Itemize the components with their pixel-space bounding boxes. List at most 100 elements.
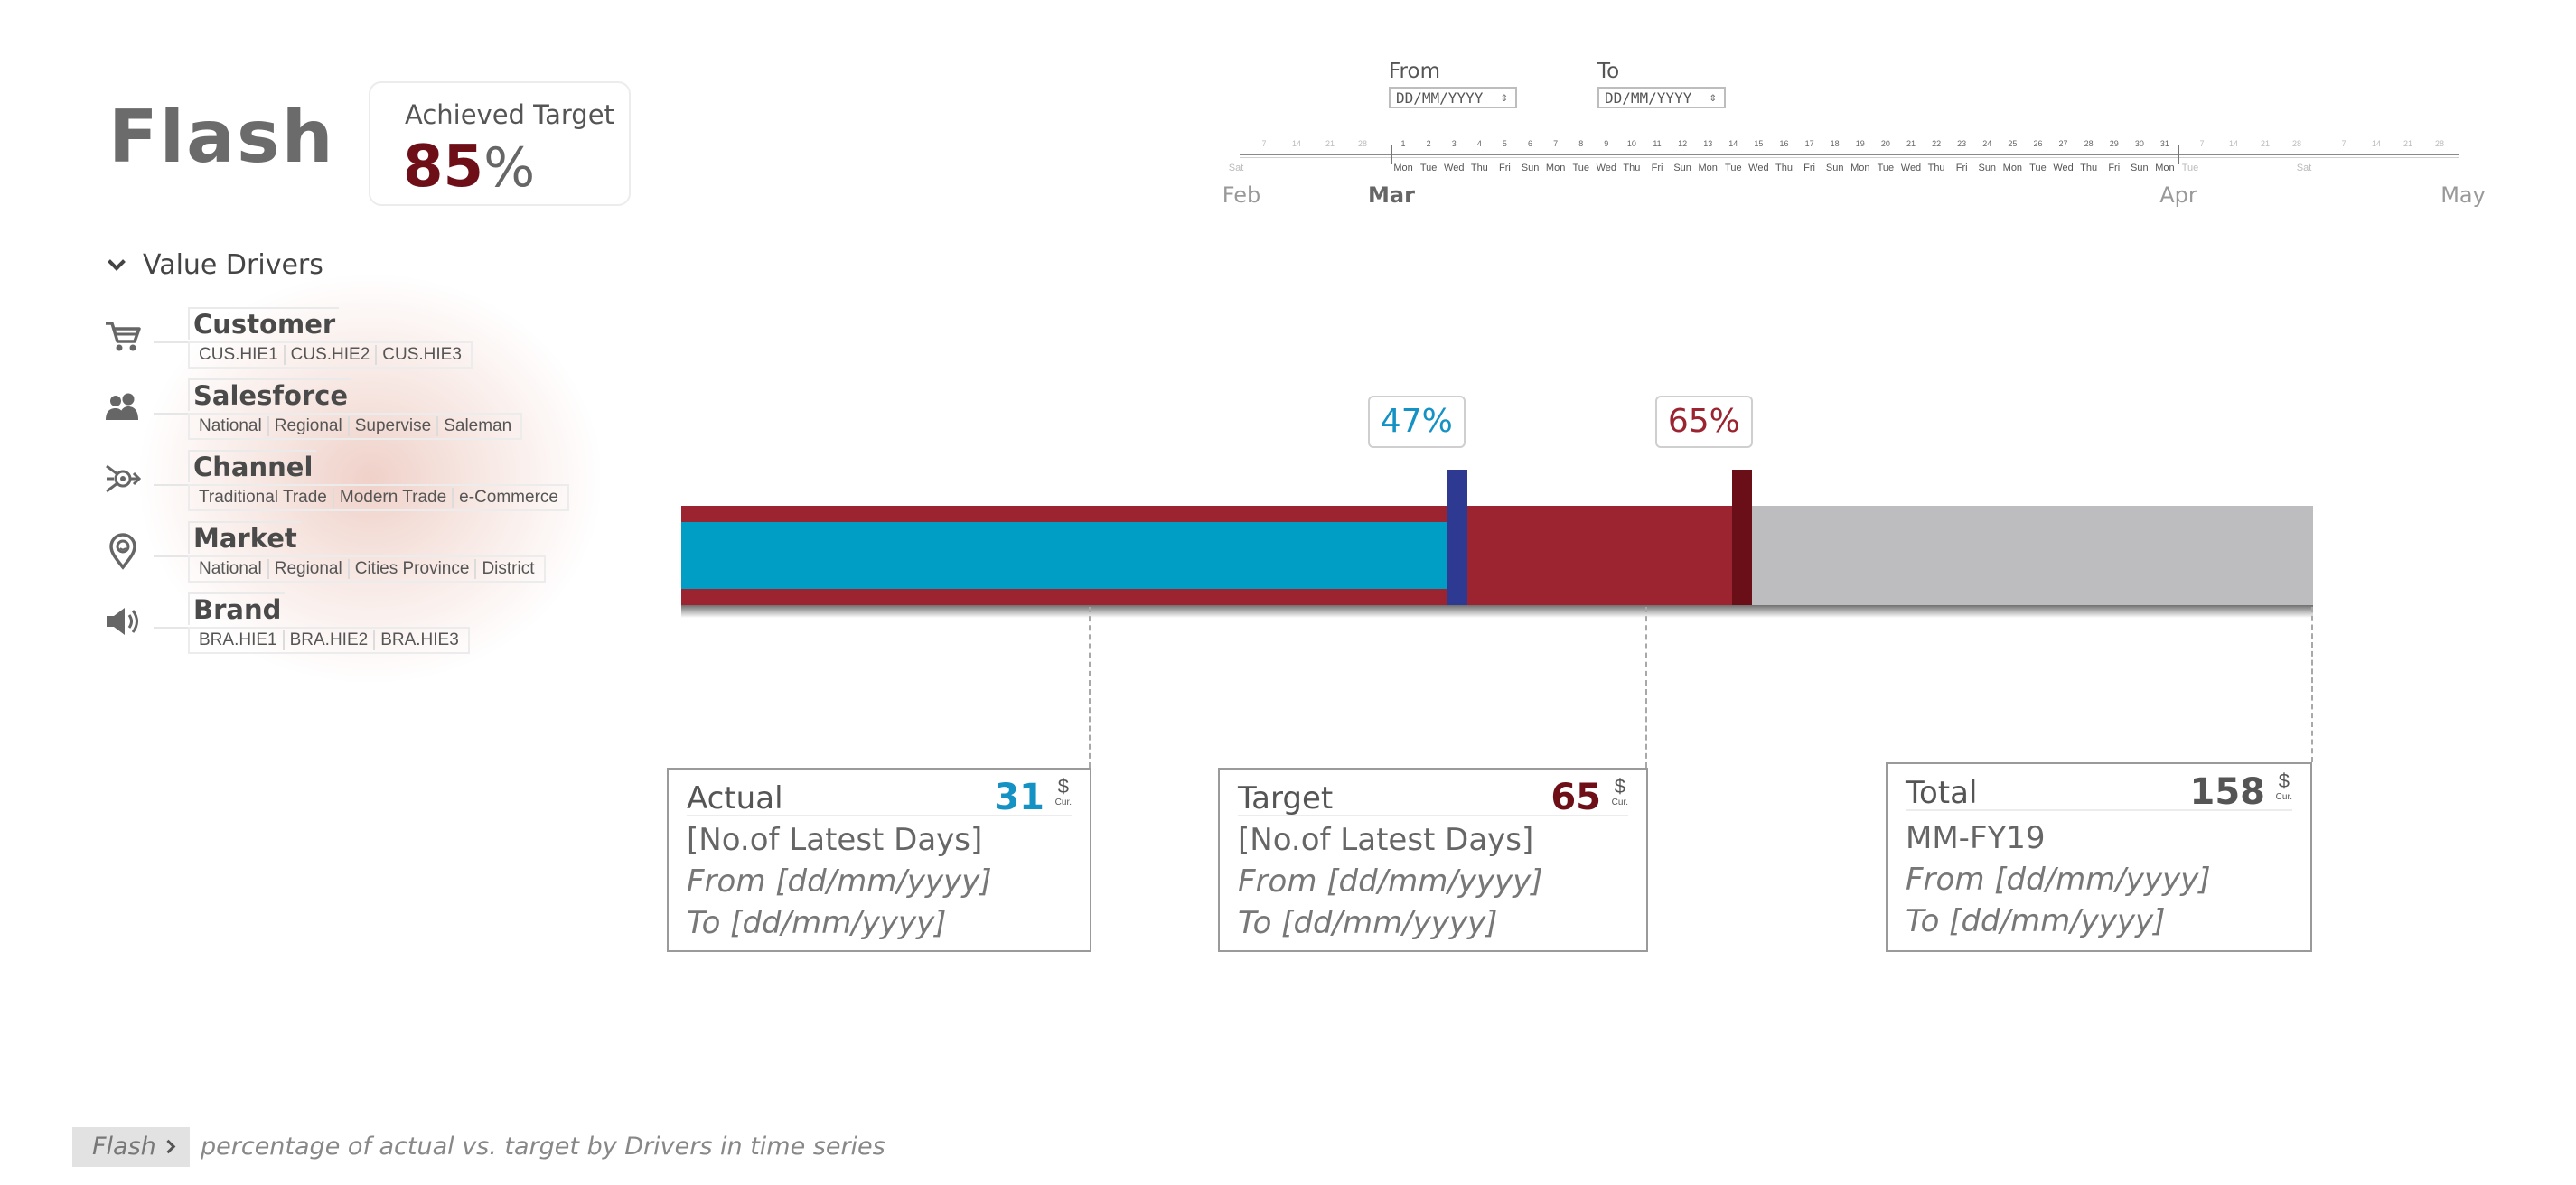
hierarchy-item[interactable]: CUS.HIE1 [193, 345, 286, 365]
month-label-may[interactable]: May [2440, 182, 2486, 208]
driver-channel[interactable]: Channel Traditional Trade Modern Trade e… [99, 450, 605, 513]
hierarchy-item[interactable]: Supervise [350, 416, 439, 436]
day-number[interactable]: 5 [1502, 139, 1507, 148]
day-number[interactable]: 2 [1426, 139, 1431, 148]
hierarchy-item[interactable]: Saleman [444, 416, 512, 435]
hierarchy-item[interactable]: e-Commerce [459, 488, 558, 507]
hierarchy-item[interactable]: Modern Trade [334, 488, 454, 508]
day-number[interactable]: 16 [1779, 139, 1789, 148]
day-number[interactable]: 4 [1476, 139, 1482, 148]
apr-day-number: 28 [2291, 139, 2302, 148]
day-number[interactable]: 1 [1400, 139, 1406, 148]
actual-card-from: From [dd/mm/yyyy] [687, 863, 992, 900]
day-number[interactable]: 9 [1604, 139, 1609, 148]
total-card-from: From [dd/mm/yyyy] [1906, 862, 2211, 898]
driver-salesforce[interactable]: Salesforce National Regional Supervise S… [99, 378, 605, 442]
driver-customer[interactable]: Customer CUS.HIE1 CUS.HIE2 CUS.HIE3 [99, 307, 605, 370]
apr-start-marker [2178, 145, 2179, 164]
day-number[interactable]: 23 [1957, 139, 1967, 148]
driver-name: Channel [188, 450, 317, 482]
day-number[interactable]: 11 [1653, 139, 1662, 148]
target-connector [1645, 607, 1647, 768]
weekday-label: Mon [1698, 163, 1718, 173]
currency-mark: $ Cur. [1611, 775, 1628, 808]
hierarchy-item[interactable]: National [193, 559, 269, 579]
day-number[interactable]: 21 [1906, 139, 1916, 148]
hierarchy-item[interactable]: Regional [269, 559, 350, 579]
actual-card-label: Actual [687, 780, 783, 816]
day-number[interactable]: 7 [1553, 139, 1559, 148]
weekday-label: Sun [1978, 163, 1997, 173]
driver-name: Brand [188, 592, 286, 625]
from-date-input[interactable]: DD/MM/YYYY ⇕ [1389, 87, 1517, 108]
actual-connector [1089, 607, 1091, 768]
feb-weekday: Sat [1228, 163, 1244, 173]
day-number[interactable]: 25 [2008, 139, 2018, 148]
feb-day-number: 14 [1291, 139, 1302, 148]
day-number[interactable]: 13 [1703, 139, 1713, 148]
hierarchy-item[interactable]: CUS.HIE2 [286, 345, 378, 365]
apr-day-number: 14 [2228, 139, 2239, 148]
day-number[interactable]: 12 [1678, 139, 1688, 148]
day-number[interactable]: 17 [1804, 139, 1814, 148]
driver-brand[interactable]: Brand BRA.HIE1 BRA.HIE2 BRA.HIE3 [99, 592, 605, 656]
day-number[interactable]: 26 [2033, 139, 2043, 148]
day-number[interactable]: 31 [2159, 139, 2169, 148]
apr-weekday: Sat [2296, 163, 2312, 173]
hierarchy-item[interactable]: BRA.HIE3 [380, 630, 459, 649]
weekday-label: Mon [1545, 163, 1566, 173]
hierarchy-item[interactable]: CUS.HIE3 [382, 345, 462, 364]
from-label: From [1389, 60, 1440, 83]
may-day-number: 14 [2371, 139, 2382, 148]
actual-marker[interactable] [1447, 470, 1467, 605]
hierarchy-item[interactable]: National [193, 416, 269, 436]
day-number[interactable]: 22 [1932, 139, 1942, 148]
day-number[interactable]: 3 [1451, 139, 1457, 148]
target-marker[interactable] [1731, 470, 1752, 605]
day-number[interactable]: 10 [1626, 139, 1636, 148]
day-number[interactable]: 28 [2084, 139, 2094, 148]
total-card[interactable]: Total 158 $ Cur. MM-FY19 From [dd/mm/yyyy… [1886, 762, 2312, 952]
day-number[interactable]: 27 [2058, 139, 2068, 148]
spinner-icon[interactable]: ⇕ [1500, 90, 1508, 105]
breadcrumb-flash[interactable]: Flash [72, 1127, 190, 1167]
page-title: Flash [108, 95, 335, 179]
month-label-apr[interactable]: Apr [2159, 182, 2197, 208]
feb-day-number: 28 [1357, 139, 1368, 148]
spinner-icon[interactable]: ⇕ [1709, 90, 1717, 105]
day-number[interactable]: 19 [1855, 139, 1865, 148]
hierarchy-item[interactable]: District [482, 559, 535, 578]
day-number[interactable]: 18 [1830, 139, 1840, 148]
month-label-mar[interactable]: Mar [1368, 182, 1415, 208]
day-number[interactable]: 29 [2109, 139, 2119, 148]
day-number[interactable]: 8 [1578, 139, 1584, 148]
value-drivers-toggle[interactable]: Value Drivers [108, 249, 323, 281]
weekday-label: Thu [1470, 163, 1488, 173]
weekday-label: Tue [1419, 163, 1438, 173]
channel-icon [106, 464, 142, 493]
to-date-input[interactable]: DD/MM/YYYY ⇕ [1597, 87, 1726, 108]
day-number[interactable]: 20 [1880, 139, 1890, 148]
hierarchy-item[interactable]: Regional [269, 416, 350, 436]
driver-market[interactable]: Market National Regional Cities Province… [99, 521, 605, 584]
weekday-label: Tue [2029, 163, 2047, 173]
day-number[interactable]: 30 [2134, 139, 2144, 148]
month-timeline[interactable]: Feb Mar Apr May 7 14 21 28 Sat 7 14 21 2… [1222, 135, 2486, 217]
hierarchy-item[interactable]: Cities Province [350, 559, 477, 579]
day-number[interactable]: 6 [1528, 139, 1533, 148]
chevron-down-icon [108, 252, 126, 271]
day-number[interactable]: 14 [1728, 139, 1738, 148]
hierarchy-item[interactable]: BRA.HIE2 [285, 630, 376, 650]
hierarchy-item[interactable]: BRA.HIE1 [193, 630, 285, 650]
weekday-label: Tue [1877, 163, 1895, 173]
weekday-label: Mon [2002, 163, 2023, 173]
target-card-to: To [dd/mm/yyyy] [1238, 905, 1498, 941]
target-card[interactable]: Target 65 $ Cur. [No.of Latest Days] From… [1218, 768, 1648, 952]
value-drivers-title: Value Drivers [143, 249, 323, 281]
day-number[interactable]: 24 [1982, 139, 1992, 148]
month-label-feb[interactable]: Feb [1222, 182, 1261, 208]
weekday-label: Tue [1572, 163, 1589, 173]
day-number[interactable]: 15 [1754, 139, 1764, 148]
actual-card[interactable]: Actual 31 $ Cur. [No.of Latest Days] From… [667, 768, 1091, 952]
hierarchy-item[interactable]: Traditional Trade [193, 488, 334, 508]
